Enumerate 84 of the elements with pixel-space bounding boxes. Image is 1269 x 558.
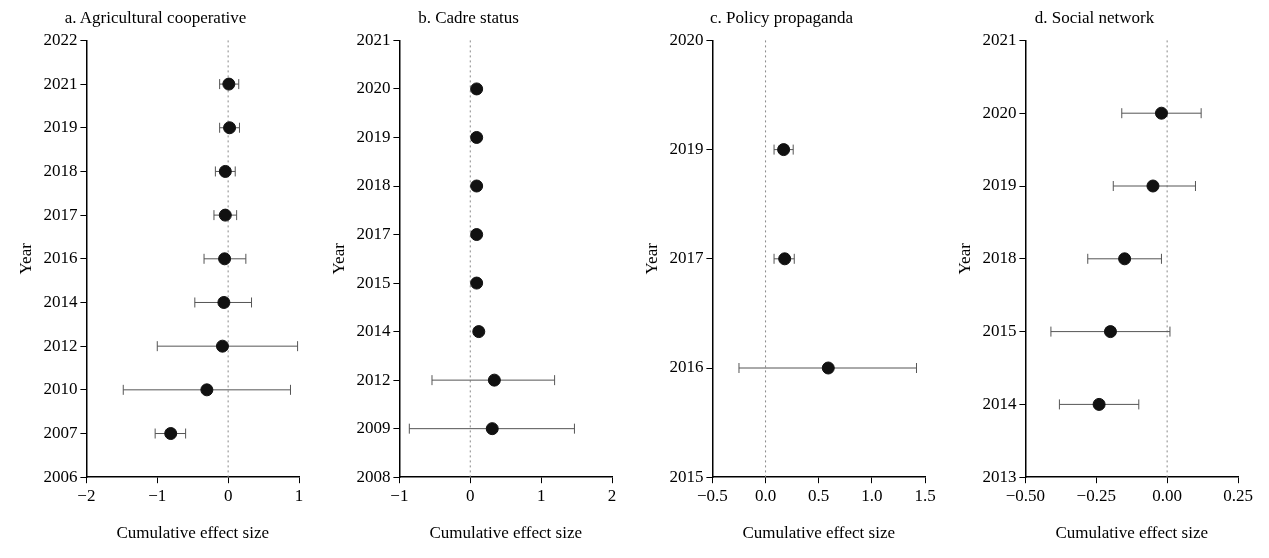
y-tick-label: 2017: [356, 224, 391, 243]
y-tick-label: 2013: [982, 466, 1017, 486]
x-tick-label: 0: [223, 485, 233, 505]
y-tick-label: 2012: [43, 335, 78, 355]
y-tick-label: 2015: [982, 321, 1017, 341]
point: [470, 82, 484, 96]
y-tick-label: 2006: [43, 466, 78, 486]
y-axis-title: Year: [641, 242, 661, 275]
y-tick-label: 2018: [982, 248, 1017, 268]
x-tick-label: 1.0: [861, 485, 883, 505]
x-tick-label: 0.5: [808, 485, 830, 505]
x-tick-label: −0.25: [1076, 485, 1116, 505]
y-axis-title: Year: [15, 242, 35, 275]
x-tick-label: 1.5: [914, 485, 936, 505]
y-tick-label: 2008: [356, 466, 391, 486]
y-tick-label: 2014: [982, 393, 1017, 413]
point: [164, 427, 178, 441]
y-tick-label: 2021: [356, 29, 391, 49]
y-tick-label: 2010: [43, 379, 78, 399]
y-tick-label: 2019: [982, 175, 1017, 195]
chart-title: c. Policy propaganda: [709, 7, 854, 27]
x-tick-label: 0.0: [754, 485, 777, 505]
y-tick-label: 2018: [43, 160, 78, 180]
chart-title: d. Social network: [1034, 7, 1155, 27]
point: [215, 339, 229, 353]
x-tick-label: 0.00: [1152, 485, 1183, 505]
point: [1146, 179, 1160, 193]
x-tick-label: −1: [390, 485, 409, 505]
x-tick-label: −0.5: [696, 485, 728, 505]
y-tick-label: 2012: [356, 369, 391, 389]
y-tick-label: 2019: [43, 117, 78, 137]
chart-title: b. Cadre status: [418, 7, 519, 27]
y-tick-label: 2014: [356, 321, 391, 341]
x-tick-label: 2: [607, 485, 617, 505]
y-tick-label: 2017: [43, 204, 78, 224]
point: [470, 276, 484, 290]
x-tick-label: 0.25: [1223, 485, 1253, 505]
x-axis-title: Cumulative effect size: [429, 523, 583, 543]
y-tick-label: 2015: [356, 272, 391, 292]
x-tick-label: 1: [294, 485, 304, 505]
y-tick-label: 2016: [669, 357, 704, 377]
point: [223, 121, 237, 135]
y-tick-label: 2016: [43, 248, 78, 268]
point: [1103, 325, 1117, 339]
point: [217, 295, 231, 309]
point: [1118, 252, 1132, 266]
point: [472, 325, 486, 339]
y-tick-label: 2019: [356, 126, 391, 146]
y-tick-label: 2020: [356, 78, 391, 98]
point: [222, 77, 236, 91]
point: [487, 373, 501, 387]
point: [200, 383, 214, 397]
point: [218, 252, 232, 266]
x-tick-label: 1: [536, 485, 546, 505]
y-tick-label: 2020: [669, 29, 704, 49]
point: [485, 422, 499, 436]
point: [470, 130, 484, 144]
y-tick-label: 2021: [982, 29, 1017, 49]
y-tick-label: 2007: [43, 422, 78, 442]
point: [218, 164, 232, 178]
x-axis-title: Cumulative effect size: [742, 523, 896, 543]
point: [218, 208, 232, 222]
x-tick-label: −1: [148, 485, 167, 505]
x-axis-title: Cumulative effect size: [1055, 523, 1209, 543]
y-tick-label: 2014: [43, 291, 78, 311]
x-tick-label: 0: [466, 485, 475, 505]
x-tick-label: −0.50: [1005, 485, 1046, 505]
point: [1154, 106, 1168, 120]
point: [470, 179, 484, 193]
y-tick-label: 2021: [43, 73, 78, 93]
y-tick-label: 2017: [669, 248, 704, 268]
y-tick-label: 2015: [669, 466, 704, 486]
chart-title: a. Agricultural cooperative: [64, 7, 247, 27]
y-axis-title: Year: [328, 242, 348, 275]
y-tick-label: 2019: [669, 139, 704, 159]
y-tick-label: 2022: [43, 29, 78, 49]
y-tick-label: 2020: [982, 102, 1017, 122]
point: [470, 228, 484, 242]
x-tick-label: −2: [77, 485, 96, 505]
y-axis-title: Year: [954, 242, 974, 275]
y-tick-label: 2018: [356, 175, 391, 195]
point: [1092, 397, 1106, 411]
y-tick-label: 2009: [356, 418, 391, 438]
x-axis-title: Cumulative effect size: [116, 523, 270, 543]
